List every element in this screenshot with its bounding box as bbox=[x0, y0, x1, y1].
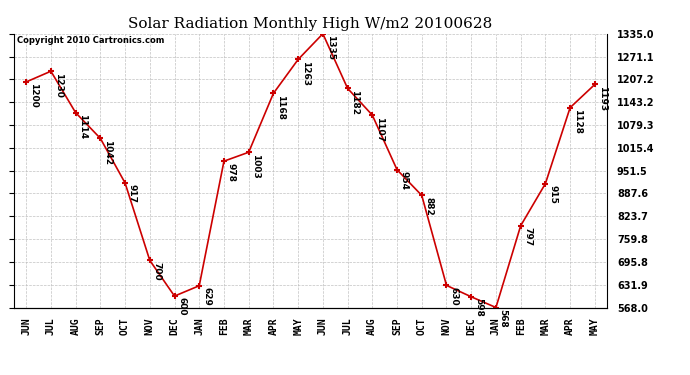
Text: 797: 797 bbox=[524, 227, 533, 246]
Text: 1193: 1193 bbox=[598, 86, 607, 111]
Text: 1230: 1230 bbox=[54, 73, 63, 98]
Text: 1263: 1263 bbox=[301, 61, 310, 86]
Text: 1003: 1003 bbox=[251, 154, 260, 178]
Text: 568: 568 bbox=[499, 309, 508, 328]
Text: 915: 915 bbox=[548, 185, 557, 204]
Text: 1200: 1200 bbox=[29, 83, 38, 108]
Text: 1335: 1335 bbox=[326, 35, 335, 60]
Text: 598: 598 bbox=[474, 298, 483, 317]
Text: 600: 600 bbox=[177, 297, 186, 316]
Text: 978: 978 bbox=[227, 162, 236, 182]
Text: 700: 700 bbox=[152, 262, 161, 280]
Text: 629: 629 bbox=[202, 287, 211, 306]
Text: Copyright 2010 Cartronics.com: Copyright 2010 Cartronics.com bbox=[17, 36, 164, 45]
Text: 917: 917 bbox=[128, 184, 137, 203]
Text: 1168: 1168 bbox=[276, 95, 285, 120]
Title: Solar Radiation Monthly High W/m2 20100628: Solar Radiation Monthly High W/m2 201006… bbox=[128, 17, 493, 31]
Text: 1114: 1114 bbox=[79, 114, 88, 139]
Text: 1128: 1128 bbox=[573, 109, 582, 134]
Text: 630: 630 bbox=[449, 287, 458, 305]
Text: 1042: 1042 bbox=[103, 140, 112, 165]
Text: 954: 954 bbox=[400, 171, 408, 190]
Text: 882: 882 bbox=[424, 197, 433, 216]
Text: 1182: 1182 bbox=[351, 90, 359, 115]
Text: 1107: 1107 bbox=[375, 117, 384, 141]
